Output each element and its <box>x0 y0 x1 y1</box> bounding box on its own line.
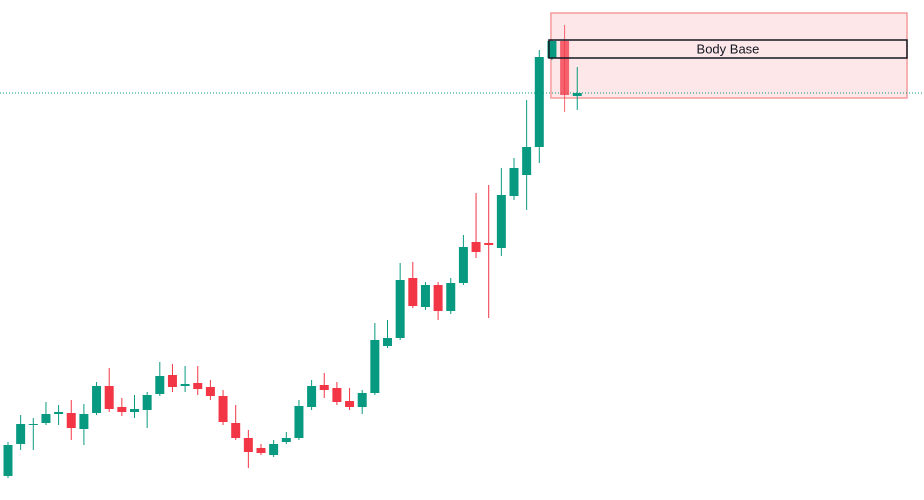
candle-body <box>243 438 253 452</box>
candle-body <box>446 283 456 311</box>
candle-body <box>256 448 266 453</box>
candle-body <box>130 409 139 412</box>
candle-body <box>471 242 481 252</box>
candle-body <box>155 376 165 394</box>
candle-body <box>345 401 355 407</box>
candle-body <box>319 385 329 390</box>
candle-body <box>142 395 152 410</box>
candle-body <box>193 383 203 389</box>
candle-body <box>205 387 215 396</box>
candle-body <box>307 386 317 407</box>
candle-body <box>357 393 367 407</box>
candle-body <box>28 424 38 425</box>
candle-body <box>509 168 519 196</box>
candle-body <box>560 41 570 95</box>
candle-body <box>496 195 506 248</box>
candle-body <box>534 57 544 147</box>
candle-body <box>41 414 51 423</box>
body-base-label: Body Base <box>697 41 760 56</box>
candle-body <box>104 386 114 409</box>
candle-body <box>79 414 89 429</box>
candle-body <box>572 93 582 96</box>
candle-body <box>522 147 532 175</box>
candle-body <box>458 247 468 283</box>
candle-body <box>54 412 64 414</box>
candle-body <box>16 424 26 444</box>
candle-body <box>218 396 228 422</box>
candle-body <box>180 384 190 386</box>
supply-zone <box>550 12 908 99</box>
candle-body <box>231 423 241 438</box>
candle-body <box>281 438 291 442</box>
candle-body <box>484 243 494 245</box>
candle-body <box>117 407 127 412</box>
candle-body <box>547 41 557 58</box>
candle-body <box>408 278 418 306</box>
candle-body <box>383 338 392 346</box>
candle-body <box>167 375 177 387</box>
candle-body <box>433 285 443 311</box>
candle-body <box>420 285 430 307</box>
candle-body <box>269 444 279 455</box>
candle-body <box>332 388 342 402</box>
candle-body <box>370 340 380 393</box>
candle-body <box>66 413 76 428</box>
body-base-box <box>548 39 908 59</box>
candle-body <box>3 445 13 476</box>
candle-body <box>92 386 102 413</box>
candle-body <box>294 406 304 438</box>
candle-body <box>395 280 405 338</box>
